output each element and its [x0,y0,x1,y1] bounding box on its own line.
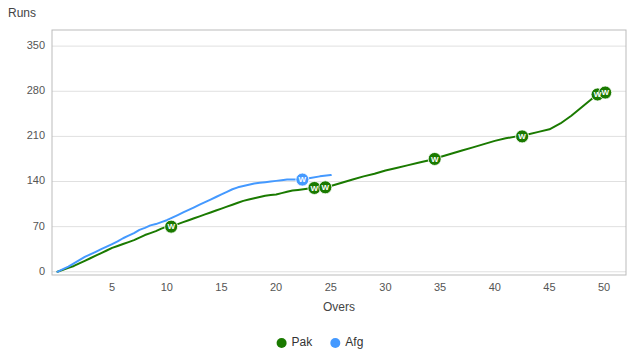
grid-line [52,136,626,137]
wicket-label: W [311,184,319,193]
grid-line [52,46,626,47]
wicket-label: W [167,222,175,231]
wicket-label: W [518,132,526,141]
x-tick-label: 35 [434,281,446,293]
wicket-marker [165,220,178,233]
grid-line [52,91,626,92]
grid-line [52,271,626,272]
x-tick-label: 40 [489,281,501,293]
legend-label: Pak [292,335,314,349]
wicket-label: W [601,88,609,97]
y-tick-label: 210 [27,129,45,141]
legend-item: Pak [277,335,314,349]
series-line [57,175,330,272]
y-tick-label: 350 [27,39,45,51]
y-grid [52,46,626,272]
series-line [57,90,605,272]
x-tick-label: 30 [379,281,391,293]
wicket-marker [428,152,441,165]
x-tick-label: 20 [270,281,282,293]
grid-line [52,181,626,182]
wicket-labels: WWWWWWWW [167,88,609,231]
wicket-marker [319,181,332,194]
x-tick-label: 15 [215,281,227,293]
wicket-label: W [322,183,330,192]
legend-swatch [277,338,287,348]
marks [57,86,611,272]
plot-frame [52,30,626,275]
x-tick-label: 50 [598,281,610,293]
y-tick-label: 70 [33,220,45,232]
x-axis-label: Overs [323,300,355,314]
legend: Pak Afg [277,335,364,349]
y-tick-label: 280 [27,84,45,96]
grid-line [52,226,626,227]
legend-label: Afg [345,335,363,349]
chart: 0 70 140 210 280 350 5 10 15 20 25 30 35 40 45 50 Overs R… [0,0,640,357]
x-tick-label: 10 [161,281,173,293]
y-tick-label: 140 [27,174,45,186]
x-tick-label: 25 [325,281,337,293]
wicket-label: W [431,155,439,164]
legend-swatch [330,338,340,348]
x-tick-label: 5 [109,281,115,293]
wicket-marker [599,86,612,99]
legend-item: Afg [330,335,363,349]
x-tick-label: 45 [543,281,555,293]
wicket-label: W [299,175,307,184]
y-axis-label: Runs [8,6,36,20]
y-tick-label: 0 [39,265,45,277]
wicket-marker [296,173,309,186]
wicket-marker [516,130,529,143]
